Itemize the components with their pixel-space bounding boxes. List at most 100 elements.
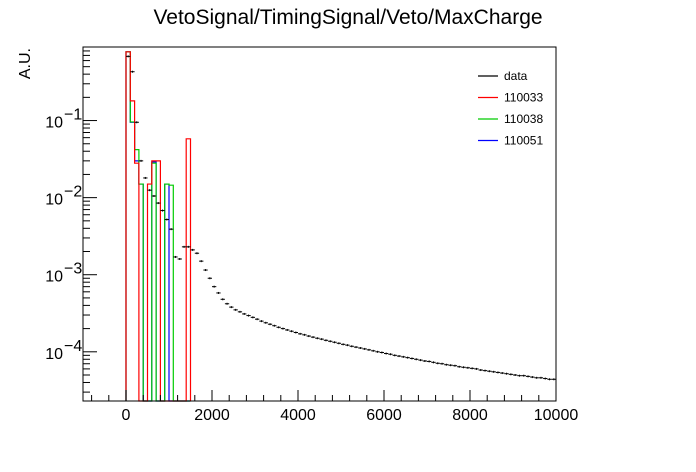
data-point	[487, 370, 492, 373]
svg-text:10: 10	[45, 346, 63, 363]
legend-entry-110051: 110051	[478, 134, 543, 148]
legend-label: 110038	[504, 112, 543, 126]
data-point	[134, 121, 139, 124]
data-point	[319, 338, 324, 341]
legend-label: 110033	[504, 91, 543, 105]
data-point	[190, 248, 195, 251]
data-point	[336, 342, 341, 345]
data-point	[173, 255, 178, 258]
data-points-layer	[126, 55, 556, 381]
data-point	[392, 354, 397, 357]
data-point	[315, 337, 320, 340]
data-point	[504, 372, 509, 375]
data-point	[177, 257, 182, 260]
data-point	[212, 285, 217, 288]
data-point	[341, 343, 346, 346]
data-point	[366, 348, 372, 351]
data-point	[482, 369, 488, 372]
data-point	[448, 364, 453, 367]
svg-text:10: 10	[45, 269, 63, 286]
x-tick-label: 8000	[452, 407, 488, 424]
legend-label: 110051	[504, 134, 543, 148]
data-point	[267, 323, 273, 326]
data-point	[521, 374, 526, 377]
data-point	[207, 277, 212, 280]
data-point	[491, 370, 496, 373]
data-point	[130, 70, 135, 73]
data-point	[452, 364, 458, 367]
data-point	[186, 245, 191, 248]
data-point	[375, 350, 380, 353]
data-point	[289, 330, 294, 333]
legend-label: data	[504, 69, 528, 83]
data-point	[298, 332, 303, 335]
data-point	[418, 359, 423, 362]
data-point	[435, 362, 440, 365]
data-point	[362, 347, 367, 350]
data-point	[310, 336, 316, 339]
data-point	[495, 371, 501, 374]
data-point	[388, 353, 393, 356]
svg-text:10: 10	[45, 192, 63, 209]
data-point	[543, 377, 548, 380]
data-point	[302, 333, 307, 336]
x-tick-label: 0	[122, 407, 131, 424]
data-point	[474, 367, 479, 370]
svg-text:−2: −2	[64, 184, 82, 201]
data-point	[169, 228, 174, 231]
data-point	[306, 335, 311, 338]
data-point	[371, 349, 376, 352]
y-tick-label: 10 −1	[45, 107, 82, 132]
data-point	[126, 55, 131, 58]
legend-entry-110033: 110033	[478, 91, 543, 105]
plot-frame	[82, 46, 557, 402]
data-point	[143, 176, 148, 179]
data-point	[401, 355, 406, 358]
data-point	[199, 260, 204, 263]
data-point	[538, 376, 544, 379]
data-point	[255, 318, 260, 321]
chart-title: VetoSignal/TimingSignal/Veto/MaxCharge	[153, 6, 542, 29]
data-point	[427, 360, 432, 363]
data-point	[513, 374, 518, 377]
data-point	[547, 378, 552, 381]
x-tick-label: 4000	[280, 407, 316, 424]
data-point	[276, 326, 281, 329]
data-point	[551, 378, 556, 381]
data-point	[358, 347, 363, 350]
data-point	[323, 339, 329, 342]
data-point	[422, 359, 427, 362]
data-point	[349, 345, 354, 348]
data-point	[156, 202, 161, 205]
y-tick-label: 10 −2	[45, 184, 82, 209]
data-point	[250, 316, 255, 319]
x-tick-label: 10000	[534, 407, 579, 424]
data-point	[280, 327, 286, 330]
data-point	[500, 372, 505, 375]
data-point	[465, 366, 470, 369]
y-axis-label: A.U.	[17, 48, 34, 79]
data-point	[457, 365, 462, 368]
data-point	[444, 363, 449, 366]
svg-text:−4: −4	[64, 338, 82, 355]
data-point	[517, 374, 522, 377]
data-point	[147, 189, 152, 192]
data-point	[525, 375, 531, 378]
y-tick-label: 10 −3	[45, 261, 82, 286]
data-point	[439, 362, 445, 365]
data-point	[233, 308, 238, 311]
data-point	[220, 298, 225, 301]
data-point	[224, 302, 230, 305]
data-point	[229, 306, 234, 309]
data-point	[246, 314, 251, 317]
data-point	[345, 344, 350, 347]
data-point	[263, 321, 268, 324]
data-point	[272, 324, 277, 327]
data-point	[384, 352, 389, 355]
data-point	[414, 358, 419, 361]
data-point	[203, 269, 208, 272]
data-point	[181, 245, 187, 248]
data-point	[328, 340, 333, 343]
data-point	[293, 331, 298, 334]
data-point	[530, 376, 535, 379]
